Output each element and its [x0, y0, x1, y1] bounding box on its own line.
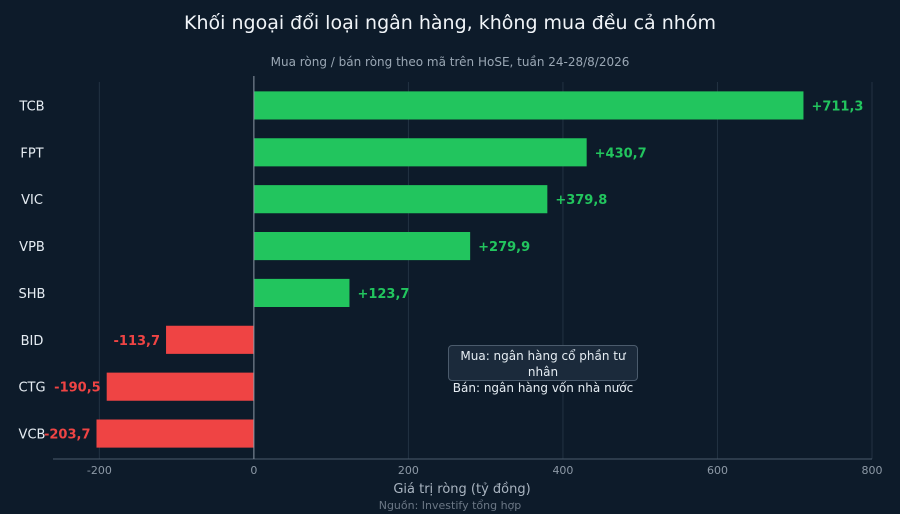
category-label: CTG: [18, 381, 45, 396]
category-label: VIC: [21, 193, 43, 208]
bar-shb: [253, 278, 350, 307]
bar-ctg: [106, 372, 254, 401]
value-label: +430,7: [595, 146, 647, 161]
category-label: VCB: [19, 428, 46, 443]
x-tick-label: -200: [87, 464, 112, 477]
category-label: SHB: [19, 287, 46, 302]
bar-vpb: [253, 232, 471, 261]
category-label: FPT: [20, 146, 43, 161]
x-tick-label: 600: [707, 464, 728, 477]
x-tick-label: 200: [398, 464, 419, 477]
value-label: -190,5: [54, 381, 101, 396]
source-note: Nguồn: Investify tổng hợp: [378, 499, 522, 512]
value-label: +379,8: [555, 193, 607, 208]
annotation-line-sell: Bán: ngân hàng vốn nhà nước: [452, 381, 634, 395]
bar-vic: [253, 185, 548, 214]
chart-title: Khối ngoại đổi loại ngân hàng, không mua…: [184, 12, 716, 34]
bars: [96, 76, 804, 459]
value-label: -113,7: [114, 334, 161, 349]
value-label: +123,7: [357, 287, 409, 302]
category-label: TCB: [18, 99, 44, 114]
bar-tcb: [253, 91, 804, 120]
category-label: VPB: [19, 240, 45, 255]
x-axis-title: Giá trị ròng (tỷ đồng): [393, 482, 530, 497]
x-tick-label: 400: [552, 464, 573, 477]
value-label: -203,7: [44, 428, 91, 443]
annotation-box: Mua: ngân hàng cổ phần tư nhân Bán: ngân…: [448, 345, 638, 395]
bar-vcb: [96, 419, 254, 448]
x-tick-label: 800: [862, 464, 883, 477]
chart-subtitle: Mua ròng / bán ròng theo mã trên HoSE, t…: [270, 55, 630, 69]
value-label: +711,3: [811, 99, 863, 114]
bar-bid: [166, 325, 254, 354]
value-label: +279,9: [478, 240, 530, 255]
x-tick-label: 0: [250, 464, 257, 477]
bar-fpt: [253, 138, 587, 167]
category-label: BID: [21, 334, 44, 349]
annotation-line-buy: Mua: ngân hàng cổ phần tư nhân: [460, 349, 626, 379]
labels: -200 0 200 400 600 800 TCB +711,3 FPT +430,7 VIC +3…: [18, 99, 882, 477]
